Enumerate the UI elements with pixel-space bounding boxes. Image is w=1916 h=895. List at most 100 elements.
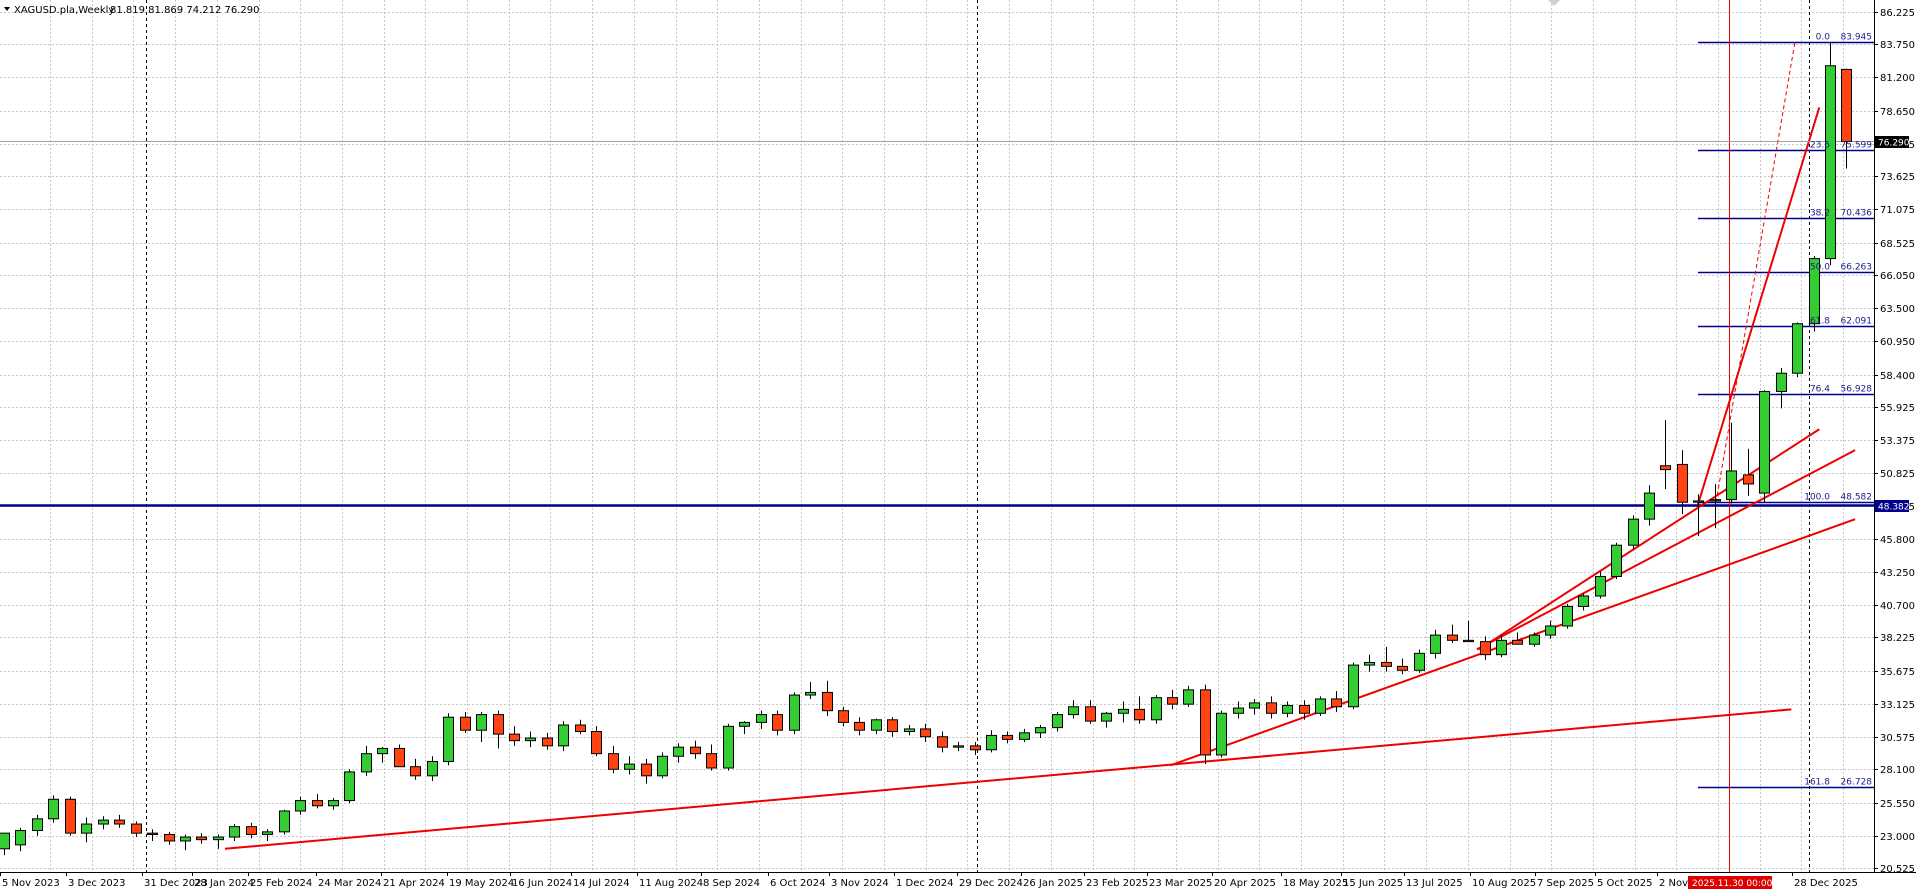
candle[interactable] (1183, 685, 1194, 707)
candle[interactable] (838, 706, 849, 727)
candle[interactable] (1364, 654, 1375, 672)
candle[interactable] (1743, 448, 1754, 496)
candle[interactable] (756, 710, 767, 729)
candle[interactable] (229, 824, 240, 841)
candle[interactable] (1035, 725, 1046, 739)
candle[interactable] (525, 731, 536, 748)
candle[interactable] (246, 822, 257, 839)
candle[interactable] (98, 816, 109, 830)
candle[interactable] (1512, 632, 1523, 645)
candle[interactable] (1660, 420, 1671, 490)
candle[interactable] (1019, 728, 1030, 742)
candle[interactable] (114, 814, 125, 828)
candle[interactable] (1052, 711, 1063, 732)
candle[interactable] (591, 726, 602, 757)
candle[interactable] (1397, 658, 1408, 675)
candle[interactable] (920, 723, 931, 742)
candle[interactable] (328, 797, 339, 810)
candle[interactable] (443, 713, 454, 766)
trendline[interactable] (224, 708, 1792, 850)
candle[interactable] (1414, 649, 1425, 673)
candle[interactable] (394, 744, 405, 768)
candle[interactable] (476, 711, 487, 742)
candle[interactable] (377, 747, 388, 763)
candle[interactable] (1463, 620, 1474, 643)
candle[interactable] (1677, 450, 1688, 514)
candle[interactable] (822, 680, 833, 716)
candle[interactable] (1809, 255, 1820, 332)
candle[interactable] (1578, 593, 1589, 611)
candle[interactable] (1693, 494, 1704, 537)
candle[interactable] (970, 741, 981, 755)
candlesticks[interactable] (0, 42, 1852, 856)
candle[interactable] (558, 721, 569, 752)
candle[interactable] (1611, 542, 1622, 580)
candle[interactable] (871, 718, 882, 735)
candle[interactable] (213, 834, 224, 849)
candle[interactable] (1447, 624, 1458, 643)
candle[interactable] (1792, 322, 1803, 378)
candle[interactable] (1216, 710, 1227, 758)
candle[interactable] (1759, 390, 1770, 503)
candle[interactable] (953, 741, 964, 752)
candle[interactable] (410, 758, 421, 780)
candle[interactable] (575, 719, 586, 735)
candle[interactable] (1200, 684, 1211, 765)
candle[interactable] (1430, 629, 1441, 659)
candle[interactable] (789, 692, 800, 735)
candle[interactable] (15, 827, 26, 852)
candle[interactable] (772, 710, 783, 736)
candle[interactable] (295, 796, 306, 815)
candle[interactable] (1644, 485, 1655, 526)
candle[interactable] (1134, 696, 1145, 724)
candle[interactable] (361, 745, 372, 776)
candle[interactable] (65, 796, 76, 836)
candle[interactable] (690, 740, 701, 759)
candle[interactable] (460, 711, 471, 733)
candle[interactable] (1233, 701, 1244, 719)
candle[interactable] (1628, 515, 1639, 550)
trendline[interactable] (1696, 107, 1821, 506)
candle[interactable] (312, 794, 323, 809)
trendline[interactable] (1476, 449, 1856, 651)
candle[interactable] (624, 756, 635, 775)
candle[interactable] (493, 710, 504, 749)
candle[interactable] (1266, 696, 1277, 719)
candle[interactable] (1331, 691, 1342, 712)
candle[interactable] (1315, 696, 1326, 716)
candle[interactable] (509, 726, 520, 746)
candle[interactable] (1710, 483, 1721, 529)
candle[interactable] (32, 814, 43, 836)
candle[interactable] (1825, 42, 1836, 266)
candle[interactable] (887, 717, 898, 737)
candle[interactable] (904, 725, 915, 736)
candle[interactable] (131, 821, 142, 838)
candle[interactable] (1151, 695, 1162, 724)
candle[interactable] (1348, 662, 1359, 710)
collapse-arrow-icon[interactable] (4, 7, 10, 11)
candle[interactable] (657, 752, 668, 779)
candle[interactable] (1282, 701, 1293, 718)
candle[interactable] (1085, 700, 1096, 724)
candle[interactable] (1118, 701, 1129, 723)
candle[interactable] (542, 732, 553, 750)
candle[interactable] (48, 795, 59, 823)
candle[interactable] (262, 829, 273, 841)
candle[interactable] (1841, 68, 1852, 169)
candle[interactable] (1249, 698, 1260, 715)
candle[interactable] (1595, 571, 1606, 599)
candle[interactable] (1480, 636, 1491, 660)
chart-shift-marker-icon[interactable] (1548, 0, 1560, 6)
candle[interactable] (1496, 635, 1507, 658)
candle[interactable] (854, 717, 865, 736)
candle[interactable] (739, 721, 750, 735)
candle[interactable] (180, 834, 191, 851)
candle[interactable] (164, 831, 175, 845)
candle[interactable] (1545, 620, 1556, 640)
candle[interactable] (279, 809, 290, 835)
candle[interactable] (1381, 646, 1392, 672)
trendlines[interactable] (224, 107, 1856, 850)
candle[interactable] (673, 743, 684, 763)
